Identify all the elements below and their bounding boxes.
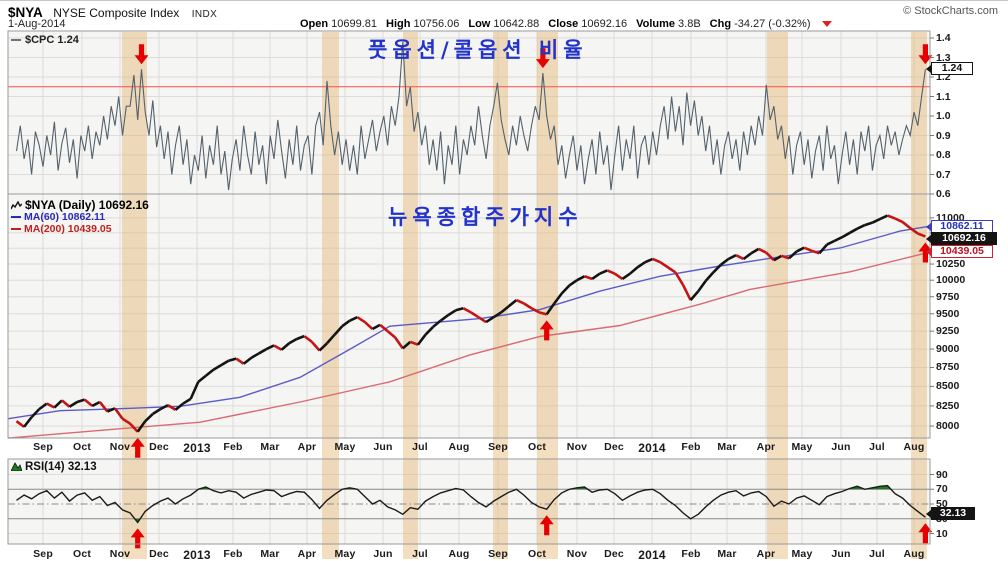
ma60-line-sample-icon bbox=[11, 216, 21, 218]
ma200-legend-line: MA(200) 10439.05 bbox=[11, 223, 149, 235]
rsi-legend: RSI(14) 32.13 bbox=[11, 461, 97, 473]
cpc-line-sample-icon bbox=[11, 39, 21, 41]
nya-korean-annotation: 뉴욕종합주가지수 bbox=[388, 201, 583, 231]
cpc-last-value-box: 1.24 bbox=[931, 62, 973, 75]
cpc-korean-annotation: 풋옵션/콜옵션 비율 bbox=[368, 34, 588, 64]
nya-legend: $NYA (Daily) 10692.16 MA(60) 10862.11 MA… bbox=[11, 199, 149, 235]
highlight-band bbox=[403, 32, 418, 559]
price-chart-icon bbox=[11, 201, 22, 210]
ma60-legend-line: MA(60) 10862.11 bbox=[11, 211, 149, 223]
highlight-band bbox=[322, 32, 339, 559]
rsi-legend-label: RSI(14) 32.13 bbox=[25, 461, 97, 473]
ma200-line-sample-icon bbox=[11, 228, 21, 230]
cpc-legend-label: $CPC 1.24 bbox=[25, 34, 79, 46]
rsi-value-box: 32.13 bbox=[931, 507, 975, 520]
ma200-value-box: 10439.05 bbox=[931, 245, 993, 258]
cpc-legend: $CPC 1.24 bbox=[11, 34, 79, 46]
nya-legend-line: $NYA (Daily) 10692.16 bbox=[11, 199, 149, 211]
highlight-band bbox=[767, 32, 788, 559]
close-value-box: 10692.16 bbox=[931, 232, 997, 245]
highlight-band bbox=[911, 32, 927, 559]
rsi-icon bbox=[11, 462, 22, 471]
